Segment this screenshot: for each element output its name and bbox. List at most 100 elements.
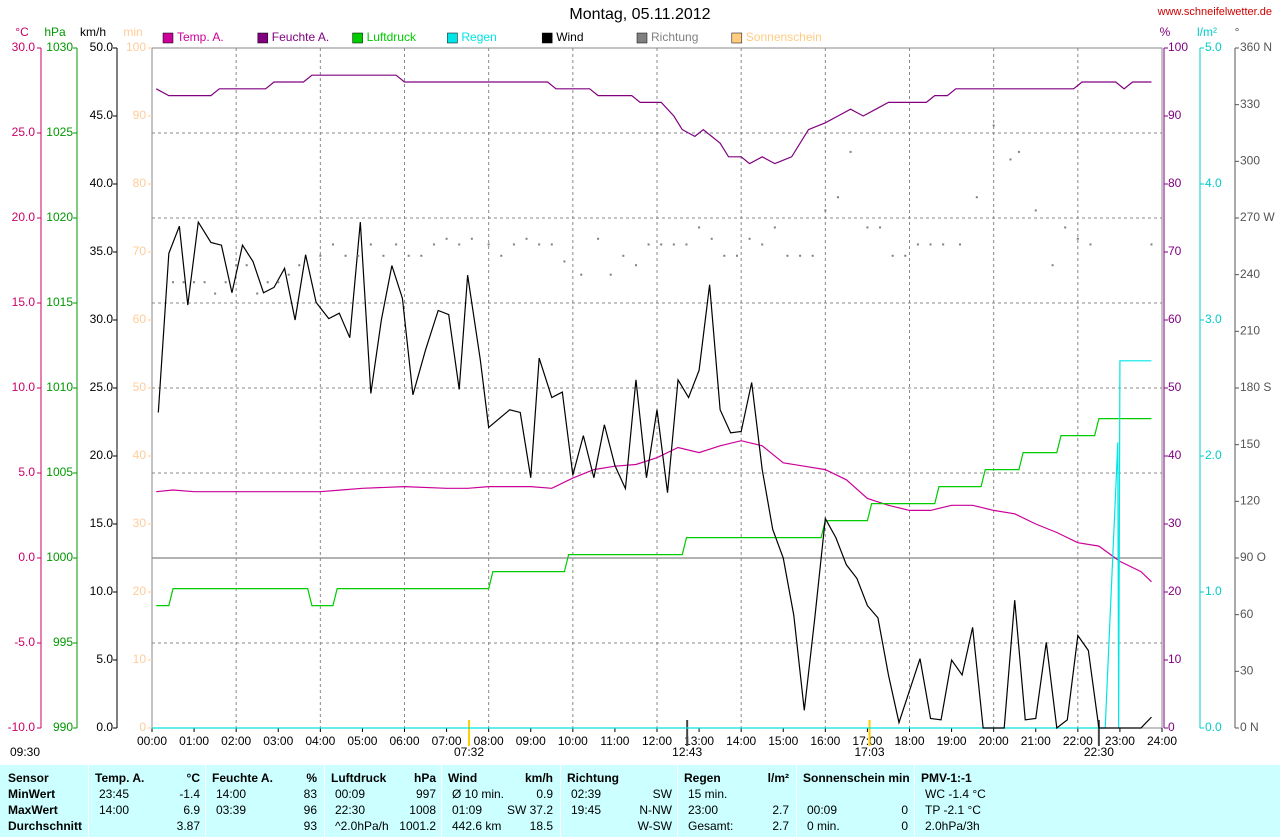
y-tick-label: 30 <box>1240 664 1254 678</box>
direction-dot <box>525 237 528 240</box>
x-tick-label: 08:00 <box>474 734 504 748</box>
event-label: 07:32 <box>454 745 484 759</box>
y-tick-label: 240 <box>1240 267 1260 281</box>
y-tick-label: 990 <box>53 720 73 734</box>
direction-dot <box>836 196 839 199</box>
cell-value: 96 <box>303 803 317 817</box>
x-tick-label: 13:00 <box>684 734 714 748</box>
y-tick-label: 100 <box>1168 40 1188 54</box>
direction-dot <box>203 281 206 284</box>
x-tick-label: 05:00 <box>347 734 377 748</box>
cell-value: 6.9 <box>183 803 200 817</box>
axis-unit: min <box>123 25 142 39</box>
y-tick-label: 70 <box>133 244 147 258</box>
axis-unit: l/m² <box>1197 25 1217 39</box>
y-tick-label: 5.0 <box>1205 40 1222 54</box>
axis-unit: °C <box>15 25 29 39</box>
y-tick-label: 90 <box>1168 108 1182 122</box>
x-tick-label: 19:00 <box>937 734 967 748</box>
column-header: PMV-1:-1 <box>921 771 972 785</box>
row-label: Durchschnitt <box>8 819 83 833</box>
direction-dot <box>298 264 301 267</box>
y-tick-label: 1010 <box>46 380 73 394</box>
x-tick-label: 23:00 <box>1105 734 1135 748</box>
cell-time: 02:39 <box>571 787 602 801</box>
y-tick-label: 1030 <box>46 40 73 54</box>
series-line <box>157 220 1152 730</box>
y-tick-label: -5.0 <box>14 635 35 649</box>
cell-value: 93 <box>303 819 317 833</box>
cell-time: Ø 10 min. <box>452 787 505 801</box>
direction-dot <box>458 243 461 246</box>
cell-time: WC -1.4 °C <box>925 787 986 801</box>
y-tick-label: 150 <box>1240 437 1260 451</box>
cell-value: 3.87 <box>176 819 200 833</box>
x-tick-label: 16:00 <box>810 734 840 748</box>
y-tick-label: 50.0 <box>90 40 114 54</box>
cell-time: 23:00 <box>688 803 719 817</box>
direction-dot <box>470 237 473 240</box>
direction-dot <box>1009 158 1012 161</box>
direction-dot <box>942 243 945 246</box>
y-tick-label: 60 <box>1168 312 1182 326</box>
y-tick-label: 45.0 <box>90 108 114 122</box>
y-tick-label: 35.0 <box>90 244 114 258</box>
x-tick-label: 10:00 <box>558 734 588 748</box>
y-tick-label: 10.0 <box>12 380 36 394</box>
legend-swatch <box>257 32 269 44</box>
cell-value: 997 <box>415 787 436 801</box>
direction-dot <box>287 273 290 276</box>
legend-label: Temp. A. <box>177 30 224 44</box>
direction-dot <box>1064 226 1067 229</box>
cell-time: 23:45 <box>99 787 130 801</box>
x-tick-label: 21:00 <box>1021 734 1051 748</box>
direction-dot <box>992 124 995 127</box>
y-tick-label: 995 <box>53 635 73 649</box>
axis-unit: hPa <box>44 25 66 39</box>
y-tick-label: 1000 <box>46 550 73 564</box>
direction-dot <box>710 237 713 240</box>
cell-value: SW 37.2 <box>506 803 553 817</box>
y-tick-label: 30.0 <box>90 312 114 326</box>
direction-dot <box>319 254 322 257</box>
y-tick-label: 50 <box>1168 380 1182 394</box>
direction-dot <box>799 254 802 257</box>
direction-dot <box>916 243 919 246</box>
footnote: 09:30 <box>10 745 40 759</box>
y-tick-label: 30.0 <box>12 40 36 54</box>
direction-dot <box>172 281 175 284</box>
direction-dot <box>487 243 490 246</box>
y-tick-label: 1015 <box>46 295 73 309</box>
x-tick-label: 24:00 <box>1147 734 1177 748</box>
direction-dot <box>407 254 410 257</box>
cell-time: Gesamt: <box>688 819 734 833</box>
direction-dot <box>432 243 435 246</box>
legend-label: Luftdruck <box>367 30 417 44</box>
column-separator <box>324 765 325 837</box>
column-unit: °C <box>186 771 200 785</box>
y-tick-label: 0 <box>1168 720 1175 734</box>
y-tick-label: 80 <box>1168 176 1182 190</box>
y-tick-label: -10.0 <box>8 720 36 734</box>
direction-dot <box>369 243 372 246</box>
x-tick-label: 14:00 <box>726 734 756 748</box>
direction-dot <box>512 243 515 246</box>
direction-dot <box>214 292 217 295</box>
y-tick-label: 90 <box>133 108 147 122</box>
axis-unit: % <box>1160 25 1171 39</box>
direction-dot <box>235 264 238 267</box>
direction-dot <box>634 264 637 267</box>
direction-dot <box>445 237 448 240</box>
direction-dot <box>1076 237 1079 240</box>
cell-time: 03:39 <box>216 803 247 817</box>
cell-time: 00:09 <box>335 787 366 801</box>
direction-dot <box>382 254 385 257</box>
y-tick-label: 0.0 <box>1205 720 1222 734</box>
x-tick-label: 15:00 <box>768 734 798 748</box>
direction-dot <box>959 243 961 246</box>
direction-dot <box>245 264 248 267</box>
direction-dot <box>698 226 701 229</box>
column-unit: km/h <box>524 771 553 785</box>
x-tick-label: 11:00 <box>600 734 629 748</box>
y-tick-label: 180 S <box>1240 380 1271 394</box>
